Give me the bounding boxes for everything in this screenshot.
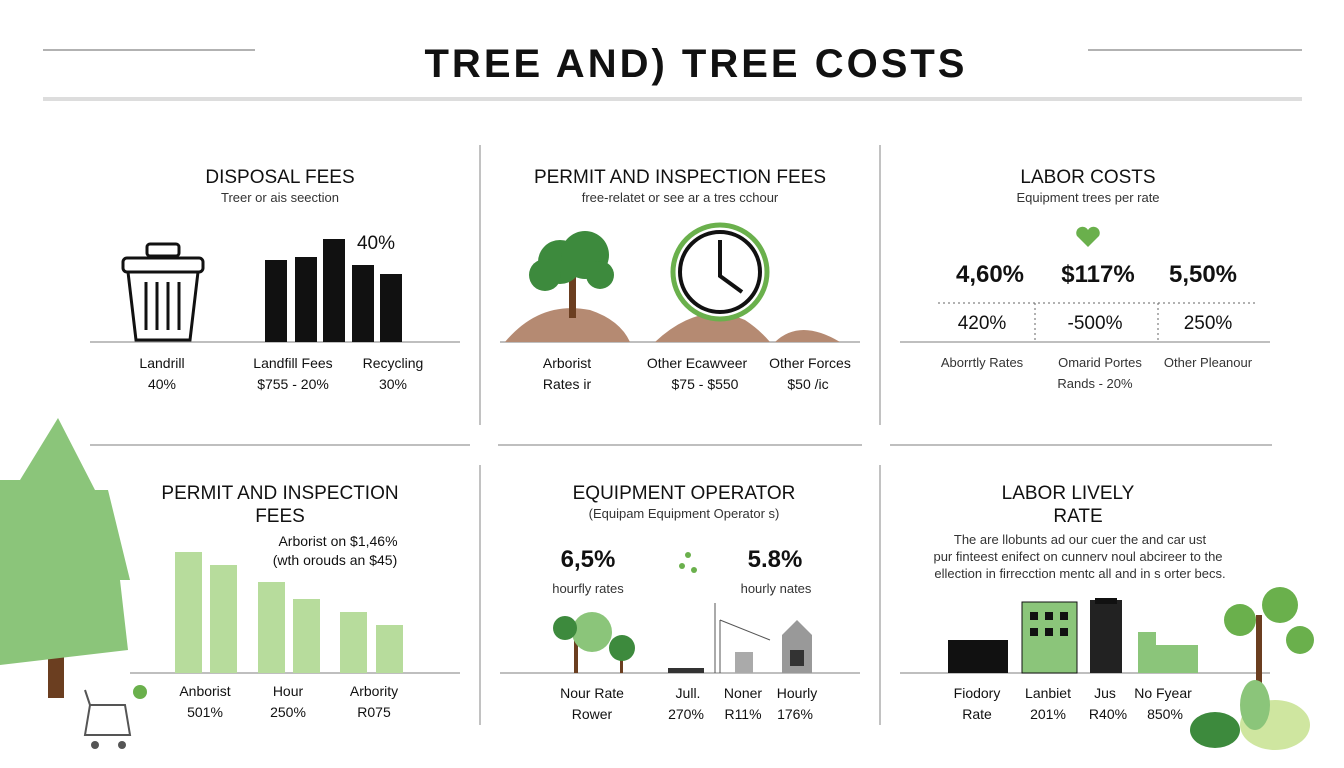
item-label: No Fyear [1134,685,1192,701]
item-value: Rates ir [542,376,592,392]
item-value: R11% [724,706,762,722]
item-value: 176% [777,706,813,722]
item-value: 850% [1147,706,1183,722]
panel-title: DISPOSAL FEES [205,167,355,188]
highlight: 40% [356,233,396,254]
item-label: Hour [272,683,304,699]
panel-subtitle: Equipment trees per rate [1016,190,1160,205]
panel-title: PERMIT AND INSPECTION FEES [533,167,827,188]
item-label: Omarid Portes [1058,355,1142,370]
paragraph: pur finteest enifect on cunnerv noul abc… [933,549,1223,564]
item-value: 270% [668,706,704,722]
item-label: Anborist [179,683,231,699]
substat: -500% [1067,313,1123,334]
stat-label: hourfly rates [552,581,624,596]
item-value: R075 [357,704,391,720]
item-label: Nour Rate [560,685,624,701]
paragraph: The are llobunts ad our cuer the and car… [953,532,1207,547]
item-label: Jull. [675,685,701,701]
stat: 5.8% [747,546,803,573]
item-value: R40% [1088,706,1128,722]
item-value: 201% [1030,706,1066,722]
item-value: Rands - 20% [1057,376,1133,391]
panel-title: LABOR COSTS [1020,167,1156,188]
item-value: Rate [962,706,992,722]
item-value: Rower [571,706,613,722]
item-value: $75 - $550 [671,376,739,392]
panel-subtitle: (Equipam Equipment Operator s) [588,506,780,521]
item-label: Arborist [542,355,592,371]
stat: 6,5% [560,546,616,573]
item-value: 501% [187,704,223,720]
item-label: Other Pleanour [1163,355,1253,370]
note: (wth orouds an $45) [272,552,398,568]
item-label: Noner [723,685,763,701]
panel-subtitle: Treer or ais seection [220,190,340,205]
item-label: Hourly [776,685,818,701]
panel-subtitle: free-relatet or see ar a tres cchour [581,190,779,205]
item-value: 40% [147,376,177,392]
substat: 420% [957,313,1007,334]
item-value: $50 /ic [787,376,829,392]
item-value: 250% [270,704,306,720]
stat: $117% [1061,261,1135,288]
item-label: Aborrtly Rates [940,355,1024,370]
stat: 5,50% [1168,261,1238,288]
panel-title: RATE [1053,506,1103,527]
item-label: Recycling [362,355,424,371]
item-label: Other Ecawveer [646,355,748,371]
item-label: Jus [1094,685,1116,701]
item-label: Other Forces [769,355,851,371]
stat: 4,60% [955,261,1025,288]
panel-title: EQUIPMENT OPERATOR [572,483,796,504]
panel-title: PERMIT AND INSPECTION [161,483,399,504]
stat-label: hourly nates [740,581,812,596]
item-label: Fiodory [953,685,1001,701]
page-title: TREE AND) TREE COSTS [424,42,968,86]
item-label: Landrill [139,355,185,371]
paragraph: ellection in firrecction mentc all and i… [934,566,1226,581]
item-value: 30% [378,376,408,392]
item-label: Arbority [349,683,399,699]
panel-title: FEES [255,506,305,527]
substat: 250% [1183,313,1233,334]
item-label: Landfill Fees [253,355,333,371]
item-value: $755 - 20% [257,376,329,392]
note: Arborist on $1,46% [278,533,398,549]
panel-title: LABOR LIVELY [1001,483,1135,504]
item-label: Lanbiet [1025,685,1071,701]
